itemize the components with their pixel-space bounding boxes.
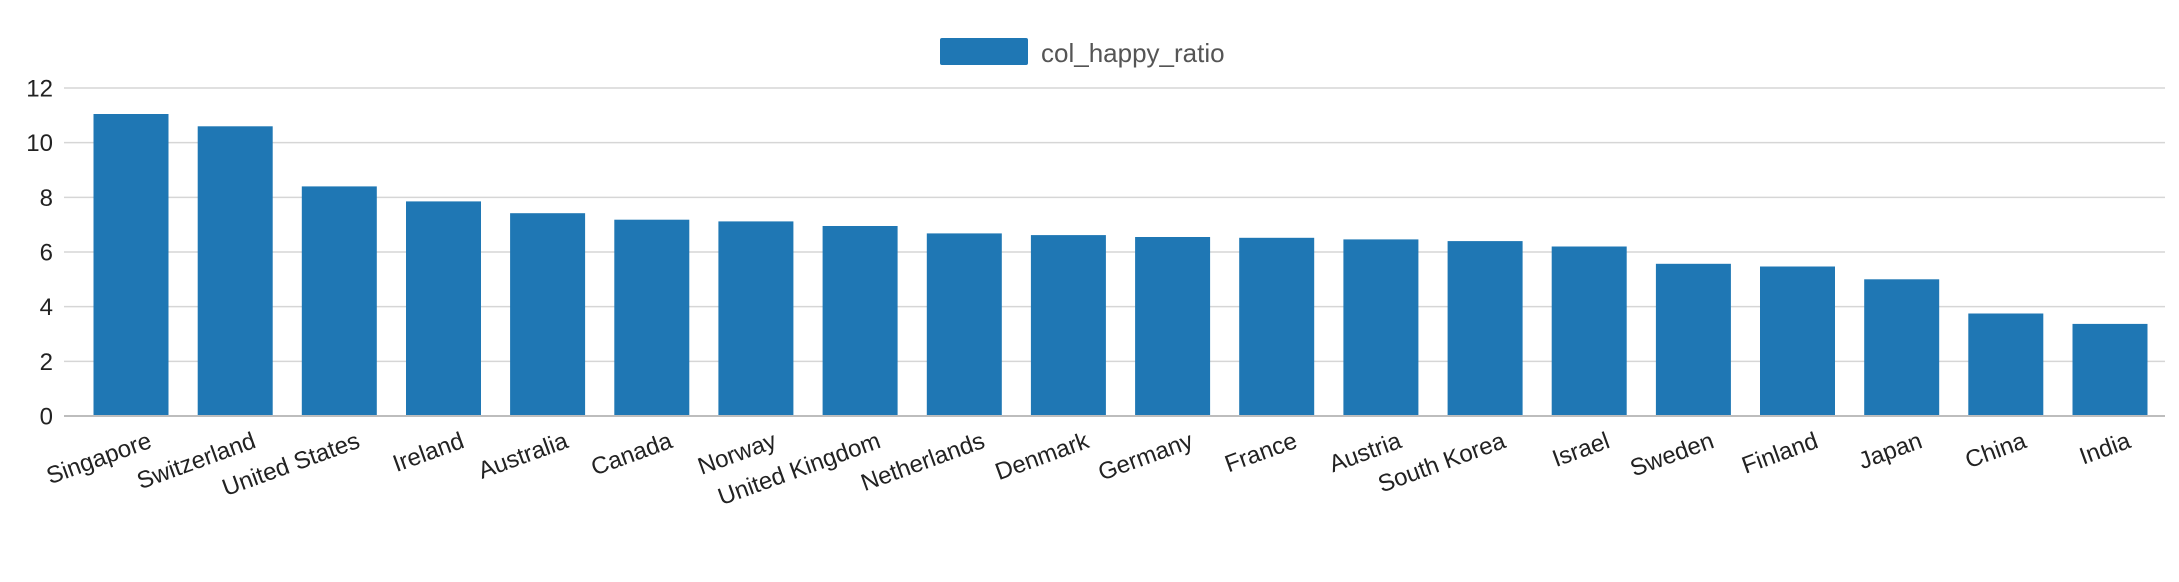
- y-tick-label: 8: [40, 185, 53, 212]
- y-tick-label: 6: [40, 240, 53, 267]
- bar: [1655, 263, 1731, 416]
- legend-label: col_happy_ratio: [1041, 38, 1225, 68]
- x-tick-label: Canada: [588, 427, 677, 481]
- x-tick-label: Australia: [475, 427, 573, 485]
- bar: [301, 186, 377, 416]
- x-tick-label: Japan: [1855, 427, 1926, 475]
- x-tick-label: France: [1221, 427, 1300, 478]
- bar: [1343, 239, 1419, 416]
- x-tick-label: Finland: [1738, 427, 1821, 479]
- y-tick-label: 12: [26, 76, 53, 103]
- legend-swatch: [940, 38, 1028, 65]
- bar: [1030, 235, 1106, 416]
- bar: [1447, 241, 1523, 416]
- y-axis: 0 2 4 6 8 10 12: [26, 76, 53, 431]
- x-tick-label: Germany: [1095, 427, 1197, 486]
- bar: [1551, 246, 1627, 416]
- bar: [406, 201, 481, 416]
- bar: [1864, 279, 1940, 416]
- gridlines: [64, 87, 2165, 363]
- bars: [93, 114, 2148, 417]
- x-tick-label: India: [2076, 427, 2135, 470]
- legend: col_happy_ratio: [940, 38, 1225, 68]
- bar: [93, 114, 169, 416]
- y-tick-label: 2: [40, 349, 53, 376]
- x-tick-label: Denmark: [992, 427, 1094, 486]
- x-tick-label: Ireland: [389, 427, 467, 477]
- bar: [2072, 323, 2148, 416]
- x-tick-label: Sweden: [1627, 427, 1718, 482]
- bar: [926, 233, 1002, 416]
- bar: [510, 213, 586, 416]
- bar: [718, 221, 794, 416]
- bar: [1968, 313, 2044, 416]
- y-tick-label: 4: [40, 294, 53, 321]
- bar: [1239, 237, 1315, 416]
- bar: [614, 219, 690, 416]
- bar: [197, 126, 273, 417]
- bar: [1135, 237, 1211, 416]
- bar: [1760, 266, 1835, 416]
- x-tick-label: Israel: [1549, 427, 1613, 472]
- y-tick-label: 10: [26, 130, 53, 157]
- bar: [822, 226, 898, 416]
- x-tick-label: China: [1962, 427, 2031, 474]
- y-tick-label: 0: [40, 404, 53, 431]
